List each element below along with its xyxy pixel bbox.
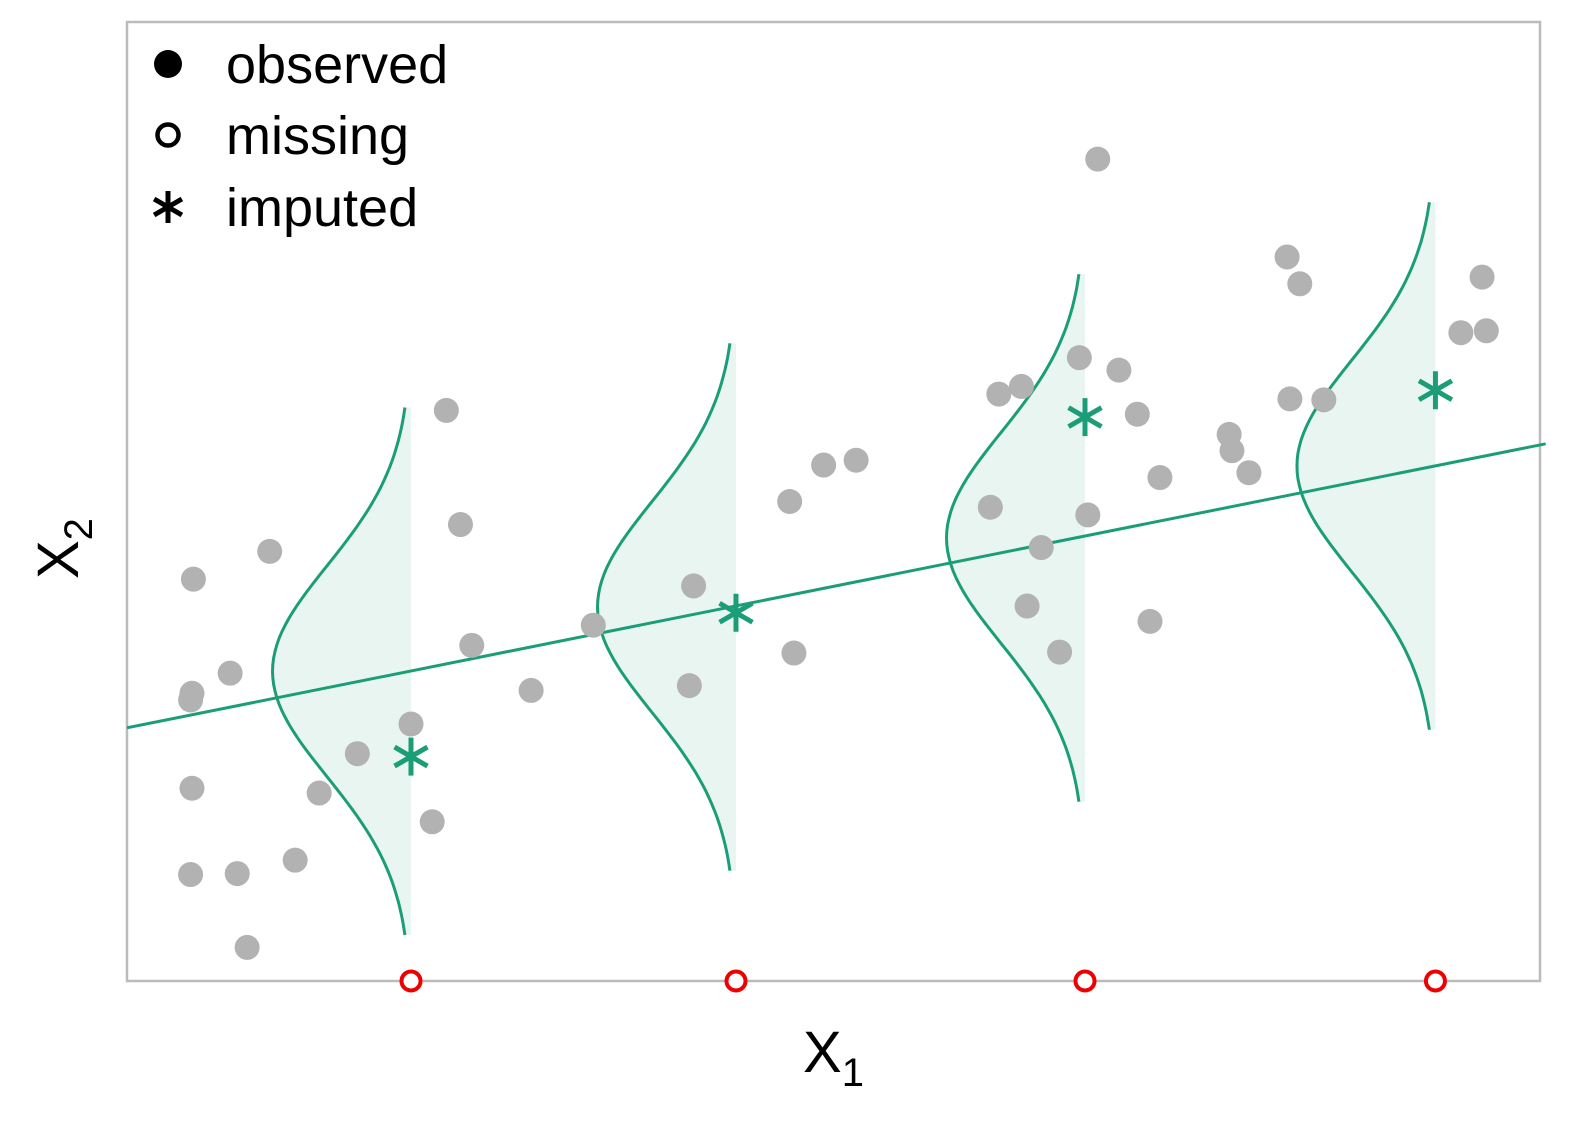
observed-point: [282, 847, 308, 873]
observed-point: [1469, 264, 1495, 290]
density-fill-3: [946, 274, 1085, 802]
imputed-point: [1417, 371, 1454, 410]
observed-point: [986, 381, 1012, 407]
observed-point: [1311, 387, 1337, 413]
observed-point: [1124, 401, 1150, 427]
plot-frame: [125, 20, 1542, 983]
legend-symbol-missing: [155, 122, 181, 148]
y-axis-label-subscript: 2: [57, 518, 101, 540]
observed-point: [1047, 639, 1073, 665]
observed-point: [306, 780, 332, 806]
legend-symbol-observed: [154, 50, 182, 78]
observed-point: [344, 741, 370, 767]
density-curve-4: [1295, 202, 1431, 730]
observed-point: [180, 566, 206, 592]
imputed-points: [393, 371, 1454, 776]
observed-point: [1028, 535, 1054, 561]
missing-point: [724, 969, 748, 993]
missing-point: [1073, 969, 1097, 993]
observed-point: [1236, 460, 1262, 486]
observed-point: [1287, 271, 1313, 297]
observed-point: [518, 677, 544, 703]
conditional-densities: [270, 202, 1436, 936]
legend-label-observed: observed: [226, 35, 448, 95]
observed-point: [580, 612, 606, 638]
missing-points: [399, 969, 1447, 993]
legend-label-imputed: imputed: [226, 178, 418, 238]
observed-point: [224, 861, 250, 887]
observed-point: [178, 687, 204, 713]
observed-point: [1137, 608, 1163, 634]
missing-point: [1423, 969, 1447, 993]
observed-point: [459, 632, 485, 658]
observed-point: [811, 452, 837, 478]
observed-point: [1075, 502, 1101, 528]
observed-point: [1085, 146, 1111, 172]
x-axis-label-base: X: [803, 1020, 842, 1085]
imputed-point: [718, 593, 754, 632]
observed-point: [843, 447, 869, 473]
observed-point: [1219, 438, 1245, 464]
legend: observed missing imputed: [152, 35, 448, 238]
legend-symbol-imputed: [152, 191, 184, 223]
density-fill-2: [597, 343, 736, 871]
observed-point: [977, 494, 1003, 520]
observed-point: [1066, 345, 1092, 371]
x-axis-label-subscript: 1: [842, 1051, 864, 1095]
density-curve-2: [595, 343, 732, 871]
observed-point: [1106, 357, 1132, 383]
density-fill-1: [272, 407, 411, 935]
density-fill-4: [1297, 202, 1436, 730]
y-axis-label: X2: [26, 518, 101, 579]
observed-point: [178, 862, 204, 888]
density-curve-1: [270, 407, 407, 936]
y-axis-label-base: X: [26, 540, 91, 579]
observed-point: [447, 512, 473, 538]
observed-point: [1473, 318, 1499, 344]
observed-point: [777, 489, 803, 514]
observed-point: [1277, 386, 1303, 412]
observed-points: [178, 146, 1499, 960]
observed-point: [676, 673, 702, 699]
imputed-point: [393, 737, 429, 776]
observed-point: [1448, 320, 1474, 346]
svg-text:X2: X2: [26, 518, 101, 579]
imputed-point: [1067, 398, 1103, 437]
legend-label-missing: missing: [226, 106, 409, 166]
observed-point: [1014, 593, 1040, 619]
observed-point: [419, 809, 445, 835]
observed-point: [1147, 465, 1173, 491]
regression-line: [126, 442, 1546, 730]
x-axis-label: X1: [803, 1020, 864, 1095]
observed-point: [179, 775, 205, 801]
observed-point: [257, 538, 283, 564]
observed-point: [1274, 244, 1300, 270]
observed-point: [681, 573, 707, 599]
svg-text:X1: X1: [803, 1020, 864, 1095]
observed-point: [398, 711, 424, 737]
missing-point: [399, 969, 423, 993]
density-curve-3: [944, 273, 1081, 802]
observed-point: [217, 660, 243, 686]
observed-point: [781, 640, 807, 666]
observed-point: [433, 397, 459, 423]
observed-point: [234, 934, 260, 960]
observed-point: [1008, 373, 1034, 399]
